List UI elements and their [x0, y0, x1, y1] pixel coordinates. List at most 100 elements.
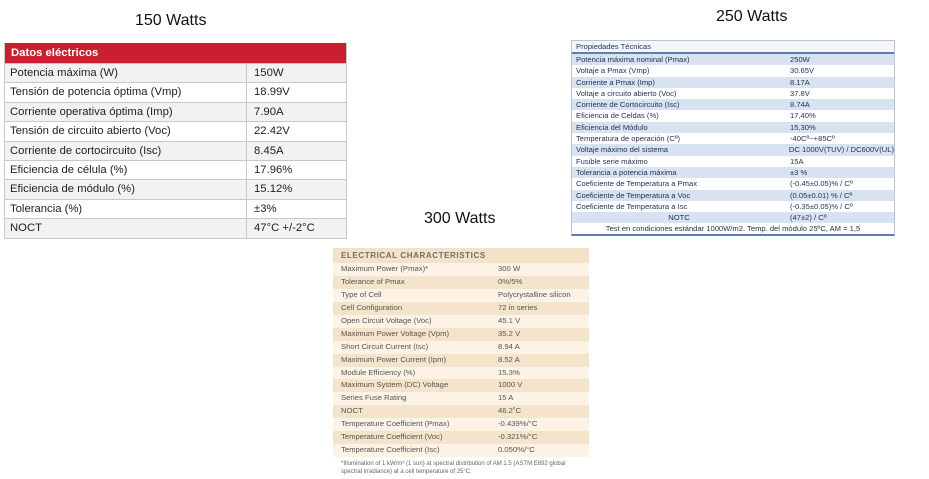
param-label: Maximum Power (Pmax)* [341, 264, 429, 273]
param-value: 45.1 V [498, 315, 521, 325]
table-row: Tolerancia (%) ±3% [5, 198, 346, 219]
param-value: 0%/5% [498, 276, 523, 286]
param-label: Tolerancia a potencia máxima [576, 167, 677, 177]
spec-table-250w: Propiedades Técnicas Potencia máxima nom… [571, 40, 895, 237]
param-value: -40Cº~+85Cº [790, 134, 835, 144]
param-value: 250W [790, 55, 810, 64]
param-value: -0.321%/°C [498, 432, 538, 442]
table-row: Corriente a Pmax (Imp) 8.17A [572, 76, 894, 88]
param-label: Eficiencia de Celdas (%) [576, 111, 659, 121]
param-value: 15.3% [498, 367, 520, 377]
param-value: DC 1000V(TUV) / DC600V(UL) [788, 145, 894, 155]
param-label: NOCT [341, 406, 363, 416]
param-value: 8.74A [790, 100, 810, 110]
param-label: Potencia máxima nominal (Pmax) [576, 55, 690, 64]
param-label: Maximum System (DC) Voltage [341, 380, 449, 390]
param-label: Voltaje a circuito abierto (Voc) [576, 88, 677, 98]
spec-table-300w-rows: Maximum Power (Pmax)* 300 W Tolerance of P… [333, 263, 589, 458]
param-value: 8.17A [790, 77, 810, 87]
param-value: 15,30% [790, 122, 816, 132]
param-label: Open Circuit Voltage (Voc) [341, 315, 432, 325]
table-row: Potencia máxima (W) 150W [5, 63, 346, 83]
param-label: Corriente a Pmax (Imp) [576, 77, 655, 87]
table-row: Voltaje a circuito abierto (Voc) 37.8V [572, 87, 894, 100]
param-value: 8.45A [254, 144, 284, 157]
title-150-watts: 150 Watts [135, 12, 207, 29]
table-row: Fusible serie máximo 15A [572, 155, 894, 167]
table-row: Module Efficiency (%) 15.3% [333, 366, 589, 380]
param-label: Coeficiente de Temperatura a Voc [576, 190, 691, 200]
param-value: 7.90A [254, 105, 284, 118]
param-label: Corriente de cortocircuito (Isc) [5, 141, 247, 160]
param-label: Module Efficiency (%) [341, 367, 416, 377]
param-label: Tolerancia (%) [5, 199, 247, 219]
table-row: Voltaje máximo del sistema DC 1000V(TUV) … [572, 144, 894, 156]
spec-table-150w: Datos eléctricos Potencia máxima (W) 150W… [4, 43, 347, 239]
table-row: Maximum Power Current (Ipm) 8.52 A [333, 353, 589, 367]
param-label: Eficiencia de módulo (%) [5, 180, 247, 199]
param-label: Tensión de circuito abierto (Voc) [5, 122, 247, 141]
param-value: 22.42V [254, 125, 290, 138]
param-label: Corriente operativa óptima (Imp) [5, 102, 247, 122]
table-row: Voltaje a Pmax (Vmp) 30.65V [572, 65, 894, 77]
spec-table-250w-rows: Potencia máxima nominal (Pmax) 250W Voltaj… [572, 54, 894, 213]
param-label: Short Circuit Current (Isc) [341, 341, 429, 351]
table-row: Eficiencia del Módulo 15,30% [572, 121, 894, 134]
param-label: NOCT [5, 219, 247, 238]
param-value: 35.2 V [498, 328, 521, 338]
param-value: 300 W [498, 264, 521, 273]
table-row: Eficiencia de célula (%) 17.96% [5, 159, 346, 180]
notc-value: (47±2) / Cº [790, 213, 827, 223]
spec-table-150w-rows: Potencia máxima (W) 150W Tensión de potenc… [5, 63, 346, 238]
param-label: Tensión de potencia óptima (Vmp) [5, 83, 247, 102]
param-label: Maximum Power Current (Ipm) [341, 354, 447, 364]
param-label: Temperatura de operación (Cº) [576, 134, 681, 144]
table-row: Tensión de circuito abierto (Voc) 22.42V [5, 121, 346, 141]
param-value: 8.52 A [498, 354, 520, 364]
table-row: Coeficiente de Temperatura a Isc (-0.35±0… [572, 200, 894, 213]
param-value: Polycrystalline silicon [498, 289, 571, 299]
param-label: Voltaje a Pmax (Vmp) [576, 66, 650, 76]
param-value: -0.439%/°C [498, 419, 538, 429]
spec-table-150w-header: Datos eléctricos [5, 43, 346, 63]
param-value: 15A [790, 156, 804, 166]
table-row: Maximum Power Voltage (Vpm) 35.2 V [333, 327, 589, 341]
table-row: Corriente de cortocircuito (Isc) 8.45A [5, 140, 346, 160]
param-label: Type of Cell [341, 289, 382, 299]
table-row: Potencia máxima nominal (Pmax) 250W [572, 54, 894, 66]
table-row: NOCT 47°C +/-2°C [5, 218, 346, 238]
param-value: 1000 V [498, 380, 523, 390]
spec-table-250w-notc-row: NOTC (47±2) / Cº [572, 212, 894, 224]
param-value: 37.8V [790, 88, 810, 98]
param-label: Eficiencia de célula (%) [5, 160, 247, 180]
param-value: 18.99V [254, 86, 290, 99]
param-label: Temperature Coefficient (Pmax) [341, 419, 450, 429]
table-row: Tensión de potencia óptima (Vmp) 18.99V [5, 82, 346, 102]
param-value: 15 A [498, 393, 514, 403]
table-row: Temperature Coefficient (Voc) -0.321%/°C [333, 431, 589, 445]
param-value: 30.65V [790, 66, 815, 76]
param-value: 8.94 A [498, 341, 520, 351]
table-row: Type of Cell Polycrystalline silicon [333, 288, 589, 302]
param-label: Potencia máxima (W) [5, 64, 247, 83]
table-row: Short Circuit Current (Isc) 8.94 A [333, 340, 589, 354]
param-label: Series Fuse Rating [341, 393, 407, 403]
param-value: (-0.45±0.05)% / Cº [790, 179, 853, 189]
table-row: Coeficiente de Temperatura a Pmax (-0.45±… [572, 178, 894, 190]
table-row: Tolerance of Pmax 0%/5% [333, 275, 589, 289]
table-row: Temperature Coefficient (Pmax) -0.439%/°C [333, 418, 589, 432]
notc-label: NOTC [668, 213, 690, 223]
param-value: (-0.35±0.05)% / Cº [790, 201, 853, 211]
table-row: Maximum Power (Pmax)* 300 W [333, 263, 589, 276]
table-row: Coeficiente de Temperatura a Voc (0.05±0.… [572, 189, 894, 201]
table-row: Temperature Coefficient (Isc) 0.050%/°C [333, 444, 589, 458]
table-row: Eficiencia de Celdas (%) 17,40% [572, 110, 894, 122]
spec-table-300w: ELECTRICAL CHARACTERISTICS Maximum Power… [333, 248, 589, 476]
param-label: Temperature Coefficient (Voc) [341, 432, 443, 442]
spec-table-250w-header: Propiedades Técnicas [572, 41, 894, 54]
param-label: Fusible serie máximo [576, 156, 648, 166]
param-value: 47°C +/-2°C [254, 222, 315, 235]
table-row: Corriente de Cortocircuito (Isc) 8.74A [572, 99, 894, 111]
param-value: 17.96% [254, 163, 293, 176]
spec-table-300w-header: ELECTRICAL CHARACTERISTICS [333, 248, 589, 263]
